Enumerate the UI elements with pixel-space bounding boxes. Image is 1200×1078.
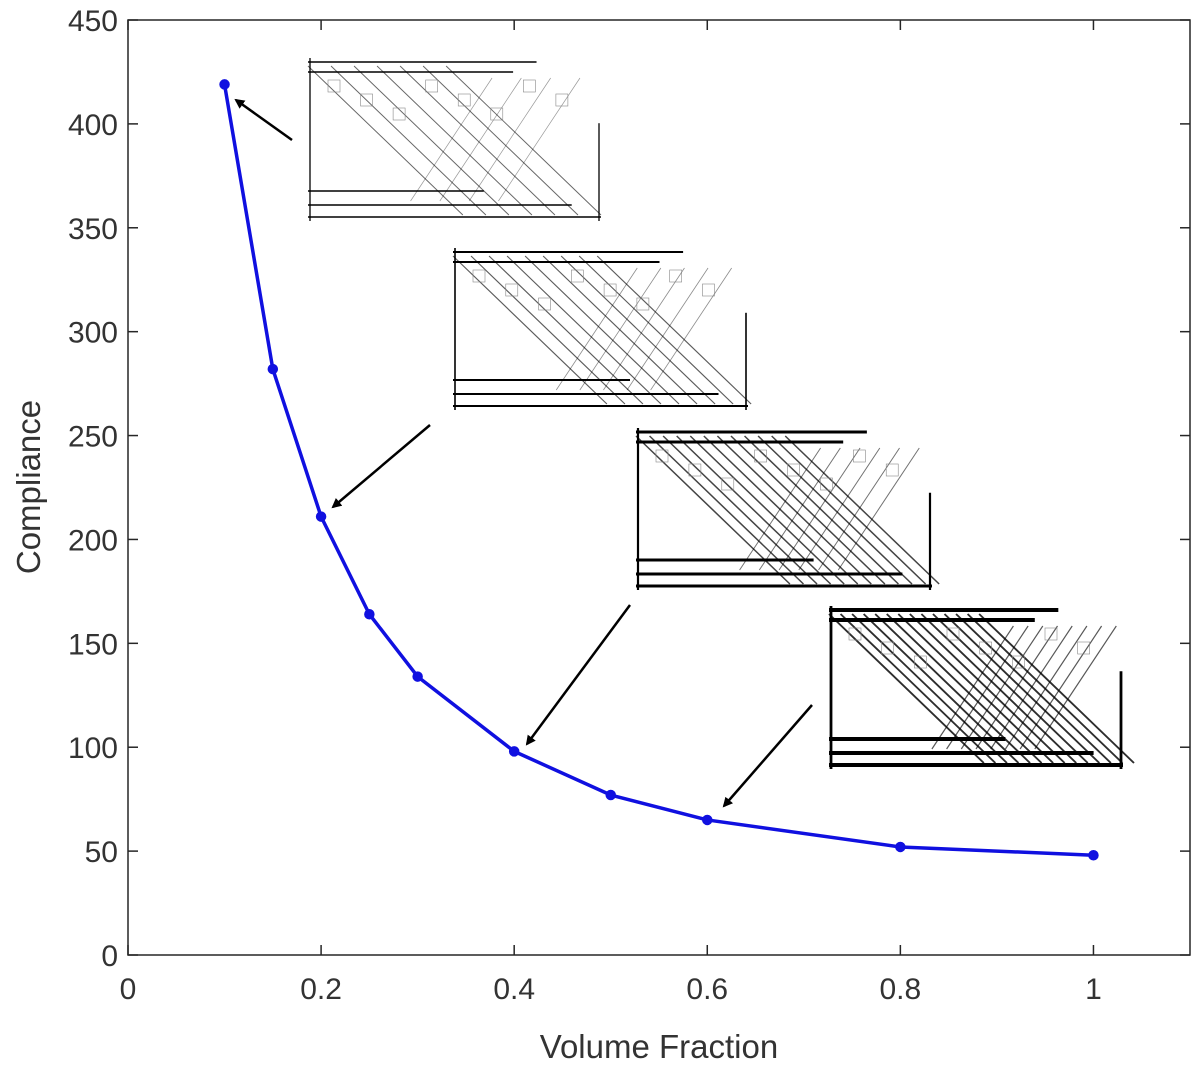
- topology-insets: [307, 58, 1135, 769]
- y-tick-label: 250: [68, 421, 118, 454]
- data-point: [1088, 850, 1099, 861]
- series-line: [222, 84, 1094, 858]
- data-series: [219, 79, 1099, 861]
- plot-area: [127, 19, 1191, 956]
- y-axis-label: Compliance: [10, 400, 47, 574]
- topology-inset: [307, 58, 602, 221]
- data-point: [412, 671, 423, 682]
- y-tick-label: 300: [68, 317, 118, 350]
- y-tick-label: 0: [101, 940, 118, 973]
- x-tick-label: 0: [120, 973, 137, 1006]
- topology-inset: [828, 606, 1135, 769]
- annotation-arrow: [331, 424, 431, 509]
- annotation-arrow: [722, 704, 813, 808]
- y-tick-label: 350: [68, 213, 118, 246]
- y-tick-label: 200: [68, 524, 118, 557]
- x-tick-label: 1: [1085, 973, 1102, 1006]
- annotation-arrow: [525, 604, 632, 746]
- x-tick-label: 0.8: [880, 973, 922, 1006]
- data-point: [267, 363, 279, 375]
- topology-inset: [635, 428, 940, 590]
- data-point: [508, 746, 520, 757]
- data-point: [605, 789, 616, 801]
- data-point: [895, 841, 906, 853]
- x-tick-label: 0.6: [686, 973, 728, 1006]
- x-axis-label: Volume Fraction: [540, 1028, 778, 1065]
- y-tick-label: 100: [68, 732, 118, 765]
- annotation-arrows: [234, 98, 813, 808]
- data-point: [364, 608, 375, 620]
- data-point: [219, 79, 230, 90]
- y-tick-label: 50: [85, 836, 118, 869]
- topology-inset: [452, 248, 752, 410]
- y-tick-label: 400: [68, 109, 118, 142]
- y-tick-label: 150: [68, 628, 118, 661]
- x-tick-label: 0.2: [300, 973, 342, 1006]
- data-point: [702, 814, 713, 826]
- y-tick-label: 450: [68, 5, 118, 38]
- x-tick-label: 0.4: [493, 973, 535, 1006]
- data-point: [315, 511, 327, 522]
- axis-ticks: 0 0.2 0.4 0.6 0.8 1 0 50 100 150 200 250 300 350 400 45…: [68, 5, 1190, 1006]
- annotation-arrow: [234, 98, 293, 142]
